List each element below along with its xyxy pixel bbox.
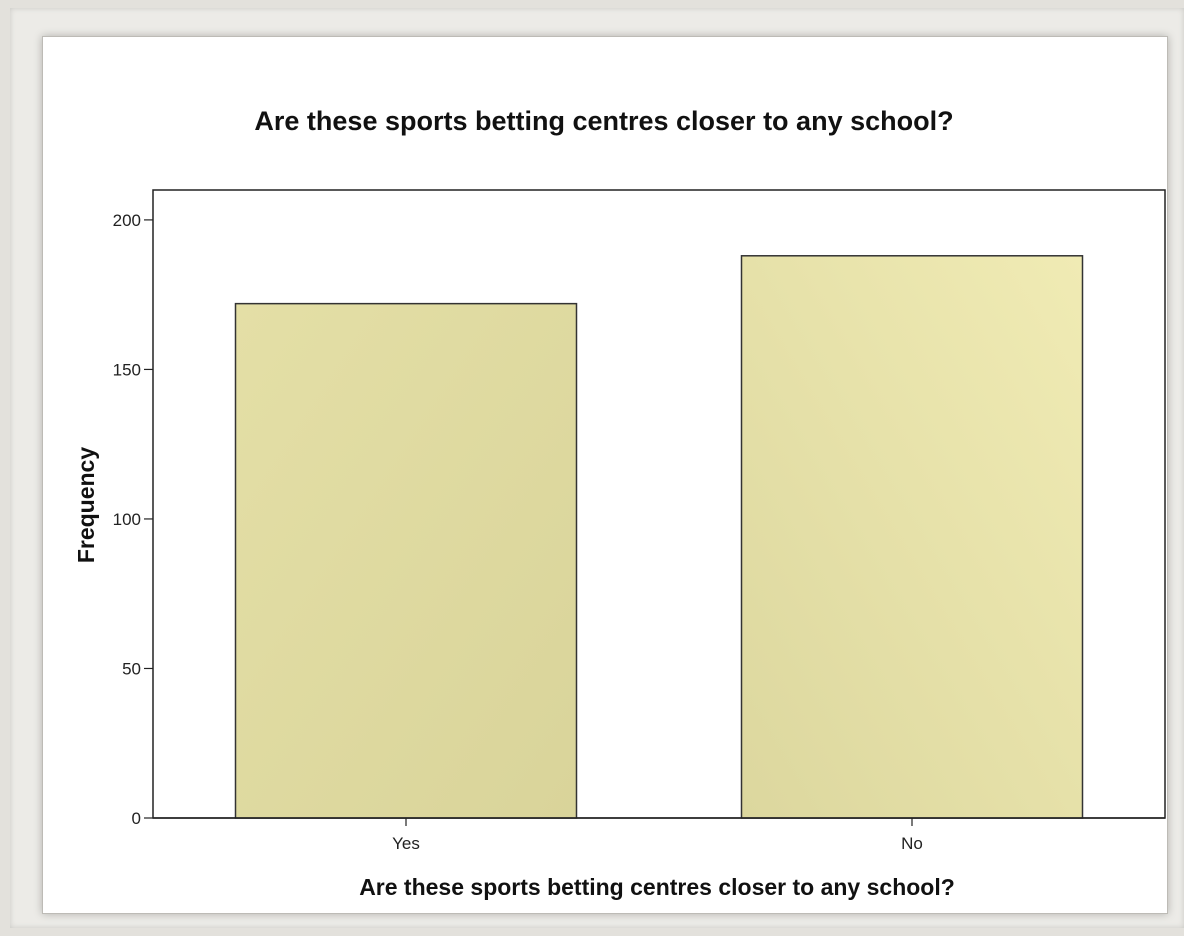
bar-no	[740, 255, 1084, 819]
chart-title: Are these sports betting centres closer …	[254, 106, 953, 136]
y-tick-label: 100	[113, 510, 141, 529]
y-tick-label: 50	[122, 659, 141, 678]
x-axis: Yes No	[153, 817, 1165, 853]
x-tick-label: No	[901, 834, 923, 853]
y-tick-label: 200	[113, 211, 141, 230]
y-axis: 0 50 100 150 200	[113, 211, 153, 828]
y-tick-label: 0	[132, 809, 141, 828]
y-axis-title: Frequency	[73, 447, 99, 564]
x-tick-label: Yes	[392, 834, 420, 853]
bar-yes	[234, 302, 578, 819]
bars	[234, 255, 1084, 819]
y-tick-label: 150	[113, 360, 141, 379]
x-axis-title: Are these sports betting centres closer …	[359, 874, 955, 900]
